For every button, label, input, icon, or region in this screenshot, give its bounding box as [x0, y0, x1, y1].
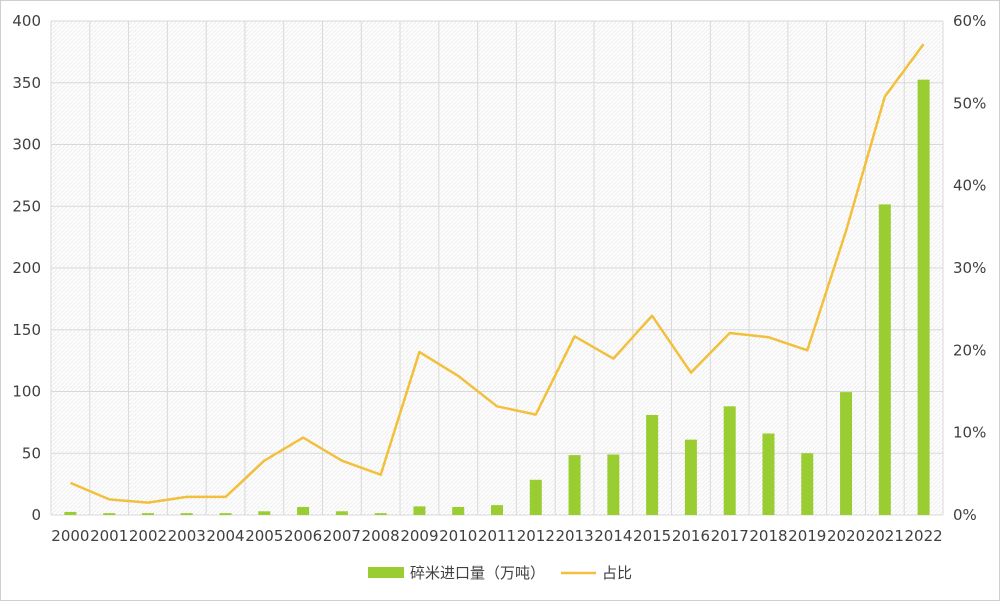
- bar: [297, 507, 309, 515]
- y-tick-label: 0: [31, 506, 41, 524]
- y2-tick-label: 20%: [953, 341, 986, 359]
- y-tick-label: 350: [12, 74, 41, 92]
- x-tick-label: 2011: [478, 527, 516, 545]
- legend-line-label: 占比: [602, 564, 632, 582]
- y-tick-label: 100: [12, 383, 41, 401]
- y2-tick-label: 0%: [953, 506, 977, 524]
- x-tick-label: 2021: [866, 527, 904, 545]
- x-tick-label: 2020: [827, 527, 865, 545]
- bar: [64, 512, 76, 515]
- x-tick-label: 2018: [749, 527, 787, 545]
- bar: [491, 505, 503, 515]
- x-tick-label: 2012: [517, 527, 555, 545]
- y-tick-label: 250: [12, 197, 41, 215]
- x-tick-label: 2017: [711, 527, 749, 545]
- x-tick-label: 2019: [788, 527, 826, 545]
- y2-tick-label: 50%: [953, 94, 986, 112]
- x-tick-label: 2007: [323, 527, 361, 545]
- legend-bar-label: 碎米进口量（万吨）: [410, 564, 545, 582]
- x-tick-label: 2005: [245, 527, 283, 545]
- x-tick-label: 2003: [168, 527, 206, 545]
- y2-tick-label: 40%: [953, 177, 986, 195]
- bar: [607, 454, 619, 515]
- x-tick-label: 2006: [284, 527, 322, 545]
- bar: [220, 513, 232, 515]
- bar: [103, 513, 115, 515]
- x-tick-label: 2009: [400, 527, 438, 545]
- y2-tick-label: 30%: [953, 259, 986, 277]
- y-tick-label: 150: [12, 321, 41, 339]
- bar: [840, 392, 852, 515]
- x-tick-label: 2010: [439, 527, 477, 545]
- bar: [762, 433, 774, 515]
- bar: [569, 455, 581, 515]
- x-tick-label: 2016: [672, 527, 710, 545]
- legend: 碎米进口量（万吨） 占比: [368, 564, 632, 582]
- bar: [685, 440, 697, 515]
- x-tick-label: 2008: [362, 527, 400, 545]
- x-tick-label: 2000: [51, 527, 89, 545]
- bar: [142, 513, 154, 515]
- x-tick-label: 2015: [633, 527, 671, 545]
- y-tick-label: 400: [12, 12, 41, 30]
- y-axis-left: 0 50 100 150 200 250 300 350 400: [12, 12, 41, 524]
- x-tick-label: 2014: [594, 527, 632, 545]
- x-tick-label: 2002: [129, 527, 167, 545]
- x-tick-label: 2001: [90, 527, 128, 545]
- x-tick-label: 2004: [206, 527, 244, 545]
- bar: [918, 80, 930, 515]
- y-tick-label: 50: [22, 444, 41, 462]
- bar: [336, 511, 348, 515]
- y2-tick-label: 60%: [953, 12, 986, 30]
- bar: [258, 511, 270, 515]
- bar: [879, 204, 891, 515]
- x-tick-label: 2022: [905, 527, 943, 545]
- y2-tick-label: 10%: [953, 424, 986, 442]
- y-tick-label: 300: [12, 136, 41, 154]
- bar: [646, 415, 658, 515]
- bar: [181, 513, 193, 515]
- y-axis-right: 0% 10% 20% 30% 40% 50% 60%: [953, 12, 986, 524]
- bar: [452, 507, 464, 515]
- y-tick-label: 200: [12, 259, 41, 277]
- bar: [724, 406, 736, 515]
- bar: [530, 480, 542, 515]
- legend-bar-swatch: [368, 567, 404, 578]
- bar: [801, 453, 813, 515]
- bar: [413, 506, 425, 515]
- x-tick-label: 2013: [555, 527, 593, 545]
- bar: [375, 513, 387, 515]
